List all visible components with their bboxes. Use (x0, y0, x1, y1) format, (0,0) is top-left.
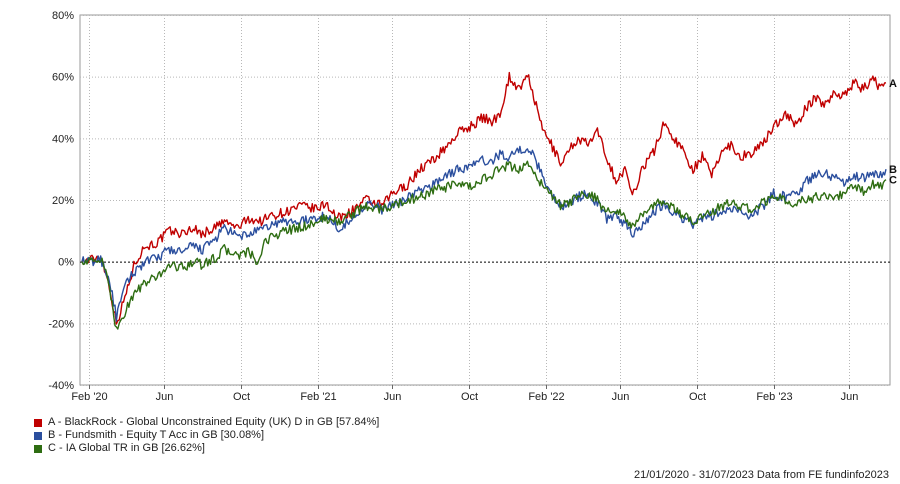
x-tick-label: Oct (233, 391, 250, 403)
legend-label: B - Fundsmith - Equity T Acc in GB [30.0… (48, 429, 265, 441)
series-lines (81, 71, 887, 330)
legend-swatch (34, 444, 42, 453)
x-tick-label: Jun (841, 391, 859, 403)
x-tick-label: Oct (689, 391, 706, 403)
line-chart: -40% -20% 0% 20% 40% 60% 80% Feb '20 Jun Oct Feb '… (48, 10, 897, 403)
series-line-a (81, 71, 887, 325)
x-tick-label: Jun (384, 391, 402, 403)
x-tick-label: Oct (461, 391, 478, 403)
y-tick-label: 80% (52, 10, 74, 22)
legend-label: C - IA Global TR in GB [26.62%] (48, 442, 205, 454)
series-end-label-b: B (889, 164, 897, 176)
y-tick-label: 40% (52, 133, 74, 145)
series-line-c (81, 160, 887, 330)
legend-item-c: C - IA Global TR in GB [26.62%] (34, 442, 379, 455)
y-tick-label: 60% (52, 72, 74, 84)
legend-item-a: A - BlackRock - Global Unconstrained Equ… (34, 416, 379, 429)
series-end-labels: A BC (889, 78, 897, 187)
legend: A - BlackRock - Global Unconstrained Equ… (34, 416, 379, 455)
x-tick-label: Feb '23 (756, 391, 792, 403)
legend-label: A - BlackRock - Global Unconstrained Equ… (48, 416, 380, 428)
gridlines (79, 14, 891, 386)
series-end-label-c: C (889, 175, 897, 187)
x-tick-label: Feb '20 (71, 391, 107, 403)
x-tick-label: Feb '21 (300, 391, 336, 403)
legend-item-b: B - Fundsmith - Equity T Acc in GB [30.0… (34, 429, 379, 442)
y-tick-label: 0% (58, 257, 74, 269)
y-tick-label: 20% (52, 195, 74, 207)
x-tick-label: Jun (156, 391, 174, 403)
x-tick-label: Jun (612, 391, 630, 403)
y-tick-label: -20% (48, 318, 74, 330)
x-tick-label: Feb '22 (528, 391, 564, 403)
series-line-b (81, 145, 887, 322)
axes: -40% -20% 0% 20% 40% 60% 80% Feb '20 Jun Oct Feb '… (48, 10, 858, 403)
y-tick-label: -40% (48, 380, 74, 392)
legend-swatch (34, 418, 42, 427)
series-end-label-a: A (889, 78, 897, 90)
footer-date-source: 21/01/2020 - 31/07/2023 Data from FE fun… (633, 469, 889, 481)
legend-swatch (34, 431, 42, 440)
